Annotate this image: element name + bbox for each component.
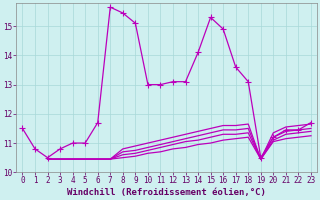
X-axis label: Windchill (Refroidissement éolien,°C): Windchill (Refroidissement éolien,°C) — [67, 188, 266, 197]
